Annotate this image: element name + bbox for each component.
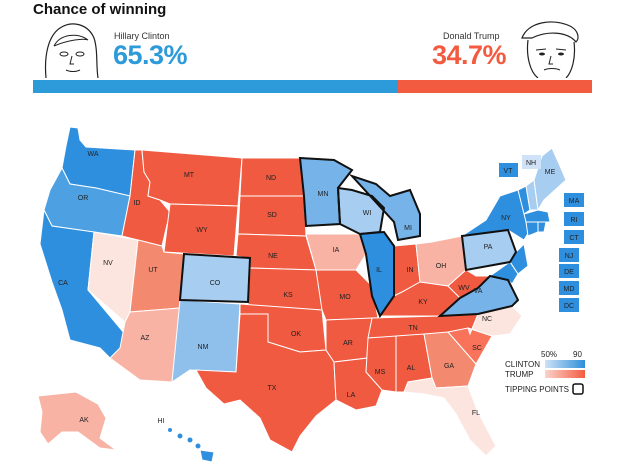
label-NM: NM bbox=[198, 344, 209, 351]
label-AR: AR bbox=[343, 340, 353, 347]
state-WY bbox=[163, 203, 239, 257]
state-HI bbox=[167, 427, 215, 463]
label-SD: SD bbox=[267, 212, 277, 219]
label-MT: MT bbox=[184, 172, 195, 179]
legend-high: 90 bbox=[573, 350, 582, 359]
trump-name: Donald Trump bbox=[443, 31, 500, 41]
state-AK bbox=[37, 391, 118, 451]
clinton-probability-bar bbox=[33, 80, 398, 93]
label-AK: AK bbox=[79, 417, 89, 424]
state-MS bbox=[365, 335, 397, 393]
legend-trump-label: TRUMP bbox=[505, 370, 533, 379]
box-NH bbox=[522, 155, 541, 169]
state-ME bbox=[533, 147, 567, 212]
label-VA: VA bbox=[474, 288, 483, 295]
state-NM bbox=[171, 299, 241, 384]
label-MO: MO bbox=[339, 294, 351, 301]
trump-pct: 34.7% bbox=[432, 40, 507, 70]
label-TX: TX bbox=[268, 385, 277, 392]
state-FL bbox=[403, 377, 497, 457]
map-legend: 50% 90 CLINTON TRUMP TIPPING POINTS bbox=[505, 350, 585, 395]
label-NC: NC bbox=[482, 316, 492, 323]
label-FL: FL bbox=[472, 410, 480, 417]
box-MD bbox=[559, 281, 579, 295]
tipping-point-outlines bbox=[178, 156, 520, 319]
label-GA: GA bbox=[444, 363, 454, 370]
legend-tipping-label: TIPPING POINTS bbox=[505, 385, 569, 394]
label-IA: IA bbox=[333, 247, 340, 254]
label-IN: IN bbox=[407, 267, 414, 274]
label-AL: AL bbox=[407, 365, 416, 372]
label-HI: HI bbox=[158, 418, 165, 425]
label-CA: CA bbox=[58, 280, 68, 287]
label-NE: NE bbox=[268, 253, 278, 260]
legend-clinton-scale bbox=[545, 360, 585, 368]
state-IA bbox=[305, 233, 367, 271]
state-CA bbox=[39, 208, 141, 359]
box-RI bbox=[564, 212, 584, 226]
label-PA: PA bbox=[484, 244, 493, 251]
label-KY: KY bbox=[418, 299, 428, 306]
label-OK: OK bbox=[291, 331, 301, 338]
box-NJ bbox=[559, 248, 579, 262]
trump-portrait-icon bbox=[521, 21, 579, 78]
label-RI: RI bbox=[571, 217, 578, 224]
label-CO: CO bbox=[210, 280, 221, 287]
label-WV: WV bbox=[458, 285, 470, 292]
label-IL: IL bbox=[376, 267, 382, 274]
label-KS: KS bbox=[283, 292, 293, 299]
label-DC: DC bbox=[564, 303, 574, 310]
label-AZ: AZ bbox=[141, 335, 151, 342]
clinton-portrait-icon bbox=[44, 23, 99, 78]
legend-low: 50% bbox=[541, 350, 557, 359]
label-OR: OR bbox=[78, 195, 89, 202]
label-UT: UT bbox=[148, 267, 158, 274]
state-AZ bbox=[109, 307, 181, 383]
label-SC: SC bbox=[472, 345, 482, 352]
state-CO bbox=[179, 253, 251, 303]
label-DE: DE bbox=[564, 269, 574, 276]
state-RI bbox=[537, 221, 547, 233]
box-DC bbox=[559, 298, 579, 312]
state-CT bbox=[525, 221, 539, 237]
label-NV: NV bbox=[103, 260, 113, 267]
ne-state-boxes bbox=[499, 155, 584, 312]
label-NY: NY bbox=[501, 215, 511, 222]
label-ID: ID bbox=[134, 200, 141, 207]
label-WY: WY bbox=[196, 227, 208, 234]
label-TN: TN bbox=[408, 325, 417, 332]
label-NJ: NJ bbox=[565, 253, 574, 260]
box-MA bbox=[564, 193, 584, 207]
state-MA bbox=[523, 209, 551, 223]
label-MI: MI bbox=[404, 225, 412, 232]
label-MD: MD bbox=[564, 286, 575, 293]
label-ND: ND bbox=[266, 175, 276, 182]
label-MS: MS bbox=[375, 369, 386, 376]
label-WA: WA bbox=[87, 151, 98, 158]
legend-trump-scale bbox=[545, 370, 585, 378]
label-CT: CT bbox=[569, 235, 579, 242]
label-ME: ME bbox=[545, 169, 556, 176]
state-TX bbox=[195, 313, 337, 453]
box-DE bbox=[559, 264, 579, 278]
box-CT bbox=[564, 230, 584, 244]
clinton-name: Hillary Clinton bbox=[114, 31, 170, 41]
label-NH: NH bbox=[526, 160, 536, 167]
label-WI: WI bbox=[363, 210, 372, 217]
label-MN: MN bbox=[318, 191, 329, 198]
page-title: Chance of winning bbox=[33, 1, 167, 18]
box-VT bbox=[499, 163, 518, 177]
clinton-pct: 65.3% bbox=[113, 40, 188, 70]
legend-tipping-swatch bbox=[572, 383, 584, 395]
label-MA: MA bbox=[569, 198, 580, 205]
label-LA: LA bbox=[347, 392, 356, 399]
state-KS bbox=[247, 267, 323, 311]
label-VT: VT bbox=[504, 168, 514, 175]
label-OH: OH bbox=[436, 263, 447, 270]
legend-clinton-label: CLINTON bbox=[505, 360, 540, 369]
trump-probability-bar bbox=[398, 80, 592, 93]
